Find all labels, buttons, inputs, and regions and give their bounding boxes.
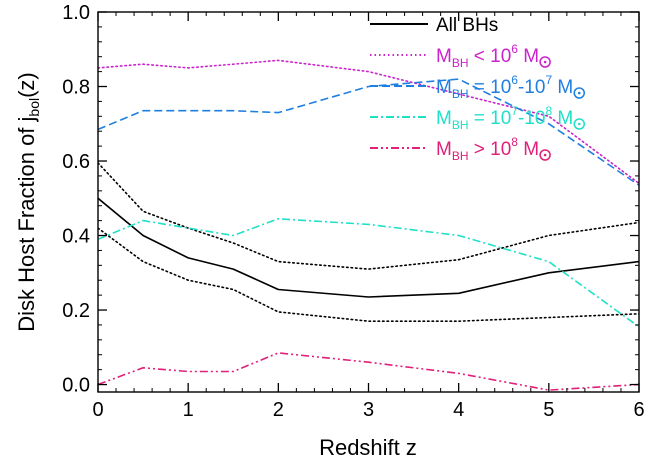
legend-superscript: 6 (511, 73, 518, 87)
series-line (98, 162, 639, 270)
legend-text: M (518, 46, 539, 67)
y-axis-label: Disk Host Fraction of jbol(z) (14, 72, 42, 332)
x-tick-label: 3 (363, 399, 374, 421)
y-tick-label: 0.2 (62, 300, 90, 322)
series-6 (98, 352, 639, 391)
legend-superscript: 7 (511, 104, 518, 118)
legend-superscript: 8 (511, 135, 518, 149)
legend-text: M (436, 77, 452, 98)
legend-text: All BHs (436, 15, 498, 36)
series-layer (98, 59, 639, 391)
legend-subscript: BH (452, 87, 469, 101)
y-axis-label-main: Disk Host Fraction of j (14, 117, 39, 332)
x-tick-label: 5 (543, 399, 554, 421)
sun-symbol-dot (577, 91, 581, 95)
y-axis-label-sub: bol (26, 98, 42, 117)
legend-text: M (518, 139, 539, 160)
axis-ticks: 0 1 2 3 4 5 6 0.0 0.2 0.4 0.6 0.8 1.0 (62, 2, 644, 421)
legend-superscript: 6 (511, 42, 518, 56)
legend-entry-label: MBH = 106-107 M (436, 73, 573, 101)
y-tick-label: 0.0 (62, 375, 90, 397)
series-1 (98, 162, 639, 270)
series-line (98, 352, 639, 391)
legend-text: = 10 (469, 108, 512, 129)
sun-symbol-icon (539, 56, 551, 68)
legend-text: > 10 (469, 139, 512, 160)
legend-subscript: BH (452, 56, 469, 70)
y-tick-label: 0.6 (62, 151, 90, 173)
legend-entry-label: MBH = 107-108 M (436, 104, 573, 132)
legend-text: = 10 (469, 77, 512, 98)
series-line (98, 197, 639, 298)
series-3 (98, 59, 639, 185)
plot-frame (97, 11, 640, 393)
legend-text: M (436, 46, 452, 67)
sun-symbol-icon (573, 118, 585, 130)
y-axis-label-tail: (z) (14, 72, 39, 98)
series-line (98, 59, 639, 185)
sun-symbol-icon (539, 149, 551, 161)
sun-symbol-dot (543, 153, 547, 157)
sun-symbol-dot (577, 122, 581, 126)
x-tick-label: 1 (183, 399, 194, 421)
legend-subscript: BH (452, 149, 469, 163)
legend-subscript: BH (452, 118, 469, 132)
legend-text: M (436, 108, 452, 129)
legend-entry-label: MBH < 106 M (436, 42, 539, 70)
x-tick-label: 0 (92, 399, 103, 421)
series-0 (98, 197, 639, 298)
legend-text: M (552, 77, 573, 98)
legend-text: < 10 (469, 46, 512, 67)
sun-symbol-dot (543, 60, 547, 64)
series-line (98, 218, 639, 328)
y-tick-label: 1.0 (62, 2, 90, 24)
x-axis-label: Redshift z (319, 435, 417, 460)
x-tick-label: 2 (273, 399, 284, 421)
legend-entry-label: All BHs (436, 15, 498, 36)
sun-symbol-icon (573, 87, 585, 99)
legend-text: M (552, 108, 573, 129)
series-5 (98, 218, 639, 328)
legend-text: -10 (518, 77, 545, 98)
y-tick-label: 0.4 (62, 226, 90, 248)
series-2 (98, 227, 639, 323)
legend-superscript: 8 (545, 104, 552, 118)
series-line (98, 227, 639, 323)
y-tick-label: 0.8 (62, 77, 90, 99)
legend-superscript: 7 (545, 73, 552, 87)
legend-entry-label: MBH > 108 M (436, 135, 539, 163)
x-tick-label: 4 (453, 399, 464, 421)
legend-text: -10 (518, 108, 545, 129)
series-4 (98, 78, 639, 186)
series-line (98, 78, 639, 186)
x-tick-label: 6 (633, 399, 644, 421)
legend-text: M (436, 139, 452, 160)
